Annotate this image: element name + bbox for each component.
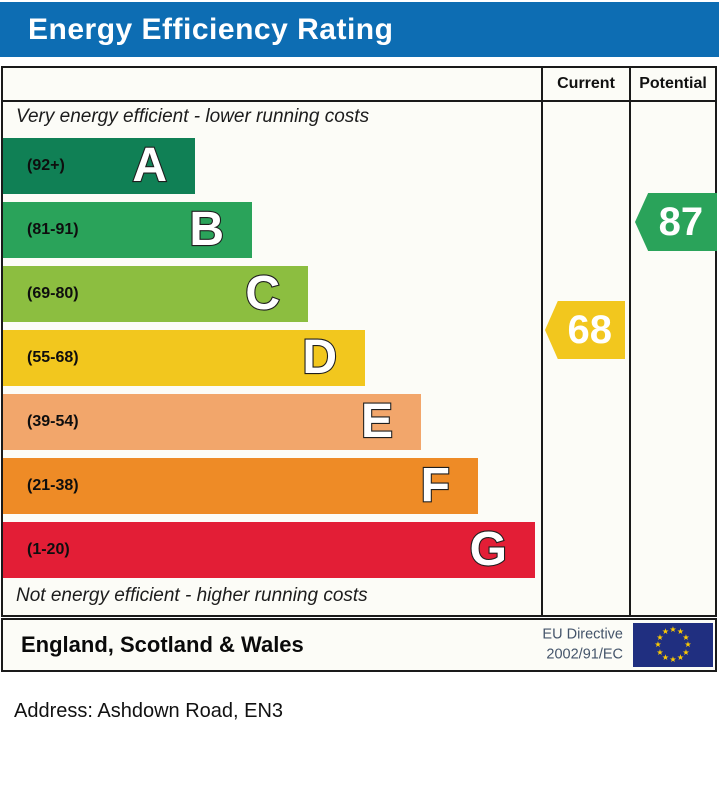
rating-table: Current Potential Very energy efficient … bbox=[1, 66, 717, 617]
band-range-label: (1-20) bbox=[27, 541, 70, 558]
column-divider-current bbox=[541, 68, 543, 615]
eu-star: ★ bbox=[656, 632, 664, 642]
eu-star: ★ bbox=[654, 640, 662, 649]
band-f: (21-38) F bbox=[3, 458, 478, 514]
eu-star: ★ bbox=[682, 647, 690, 657]
band-range-label: (69-80) bbox=[27, 285, 79, 302]
page-title: Energy Efficiency Rating bbox=[28, 12, 394, 46]
band-letter: E bbox=[360, 394, 394, 449]
band-range-label: (21-38) bbox=[27, 477, 79, 494]
eu-flag-icon: ★ ★ ★ ★ ★ ★ ★ ★ ★ ★ ★ ★ bbox=[633, 623, 713, 667]
band-d: (55-68) D bbox=[3, 330, 365, 386]
header-underline bbox=[3, 100, 715, 102]
potential-rating-value: 87 bbox=[658, 199, 704, 244]
current-rating-arrow: 68 bbox=[545, 301, 625, 359]
eu-directive-label: EU Directive 2002/91/EC bbox=[542, 625, 623, 666]
title-bar: Energy Efficiency Rating bbox=[0, 2, 719, 57]
bottom-note: Not energy efficient - higher running co… bbox=[16, 585, 368, 606]
band-letter: A bbox=[131, 138, 168, 193]
footer-bar: England, Scotland & Wales EU Directive 2… bbox=[1, 618, 717, 672]
region-label: England, Scotland & Wales bbox=[21, 632, 304, 657]
band-letter: C bbox=[244, 266, 281, 321]
band-letter: B bbox=[188, 202, 225, 257]
eu-star: ★ bbox=[661, 627, 670, 636]
eu-star: ★ bbox=[656, 647, 664, 657]
eu-star: ★ bbox=[669, 625, 677, 634]
band-range-label: (55-68) bbox=[27, 349, 79, 366]
band-range-label: (92+) bbox=[27, 157, 65, 174]
band-range-label: (81-91) bbox=[27, 221, 79, 238]
eu-star: ★ bbox=[676, 652, 685, 662]
column-header-current: Current bbox=[557, 75, 615, 92]
band-c: (69-80) C bbox=[3, 266, 308, 322]
eu-star: ★ bbox=[676, 627, 685, 636]
eu-star: ★ bbox=[684, 640, 692, 649]
eu-star: ★ bbox=[661, 652, 670, 662]
band-letter: D bbox=[301, 330, 338, 385]
band-letter: F bbox=[420, 458, 452, 513]
address-line: Address: Ashdown Road, EN3 bbox=[14, 700, 284, 722]
eu-star: ★ bbox=[682, 632, 690, 642]
current-rating-value: 68 bbox=[567, 307, 613, 352]
band-letter: G bbox=[469, 522, 509, 577]
top-note: Very energy efficient - lower running co… bbox=[16, 106, 370, 127]
potential-rating-arrow: 87 bbox=[635, 193, 717, 251]
band-b: (81-91) B bbox=[3, 202, 252, 258]
band-a: (92+) A bbox=[3, 138, 195, 194]
column-divider-potential bbox=[629, 68, 631, 615]
eu-star: ★ bbox=[669, 655, 677, 664]
band-g: (1-20) G bbox=[3, 522, 535, 578]
eu-directive-line1: EU Directive bbox=[542, 626, 623, 643]
eu-directive-line2: 2002/91/EC bbox=[546, 647, 623, 663]
column-header-potential: Potential bbox=[639, 75, 707, 92]
band-range-label: (39-54) bbox=[27, 413, 79, 430]
band-e: (39-54) E bbox=[3, 394, 421, 450]
